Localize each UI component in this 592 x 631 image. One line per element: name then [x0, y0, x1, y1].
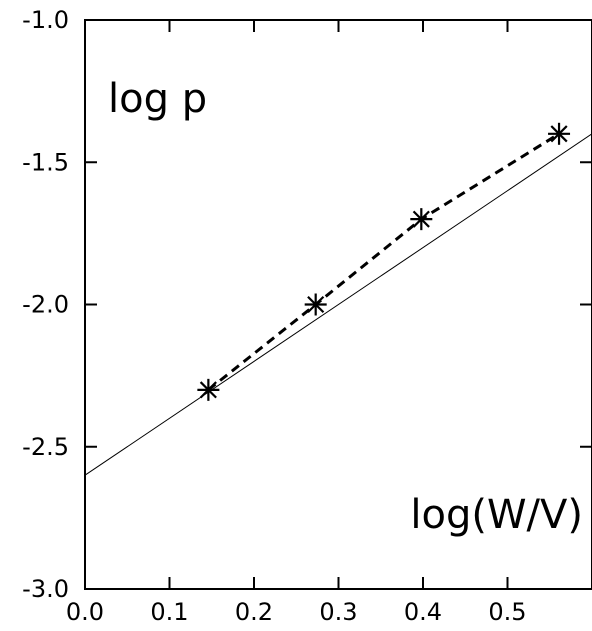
- dashed-series-line: [207, 132, 560, 392]
- asterisk-marker: [304, 293, 327, 316]
- x-tick-label: 0.0: [66, 598, 104, 626]
- y-tick-label: -2.5: [22, 433, 69, 461]
- asterisk-marker: [548, 122, 571, 145]
- asterisk-marker: [410, 208, 433, 231]
- series-group: [84, 122, 592, 476]
- x-axis-title: log(W/V): [410, 492, 583, 538]
- y-tick-label: -3.0: [22, 575, 69, 603]
- x-tick-label: 0.2: [235, 598, 273, 626]
- y-tick-label: -1.5: [22, 148, 69, 176]
- x-tick-label: 0.4: [404, 598, 442, 626]
- x-tick-label: 0.3: [319, 598, 357, 626]
- y-axis-title: log p: [108, 76, 207, 122]
- tick-labels-group: 0.0 0.1 0.2 0.3 0.4 0.5 -1.0 -1.5 -2.0 -2.5 -3.0: [22, 6, 526, 626]
- fit-line: [84, 133, 592, 476]
- tick-marks-group: [84, 19, 592, 590]
- y-tick-label: -1.0: [22, 6, 69, 34]
- x-tick-label: 0.1: [150, 598, 188, 626]
- asterisk-marker: [197, 378, 220, 401]
- x-tick-label: 0.5: [488, 598, 526, 626]
- y-tick-label: -2.0: [22, 291, 69, 319]
